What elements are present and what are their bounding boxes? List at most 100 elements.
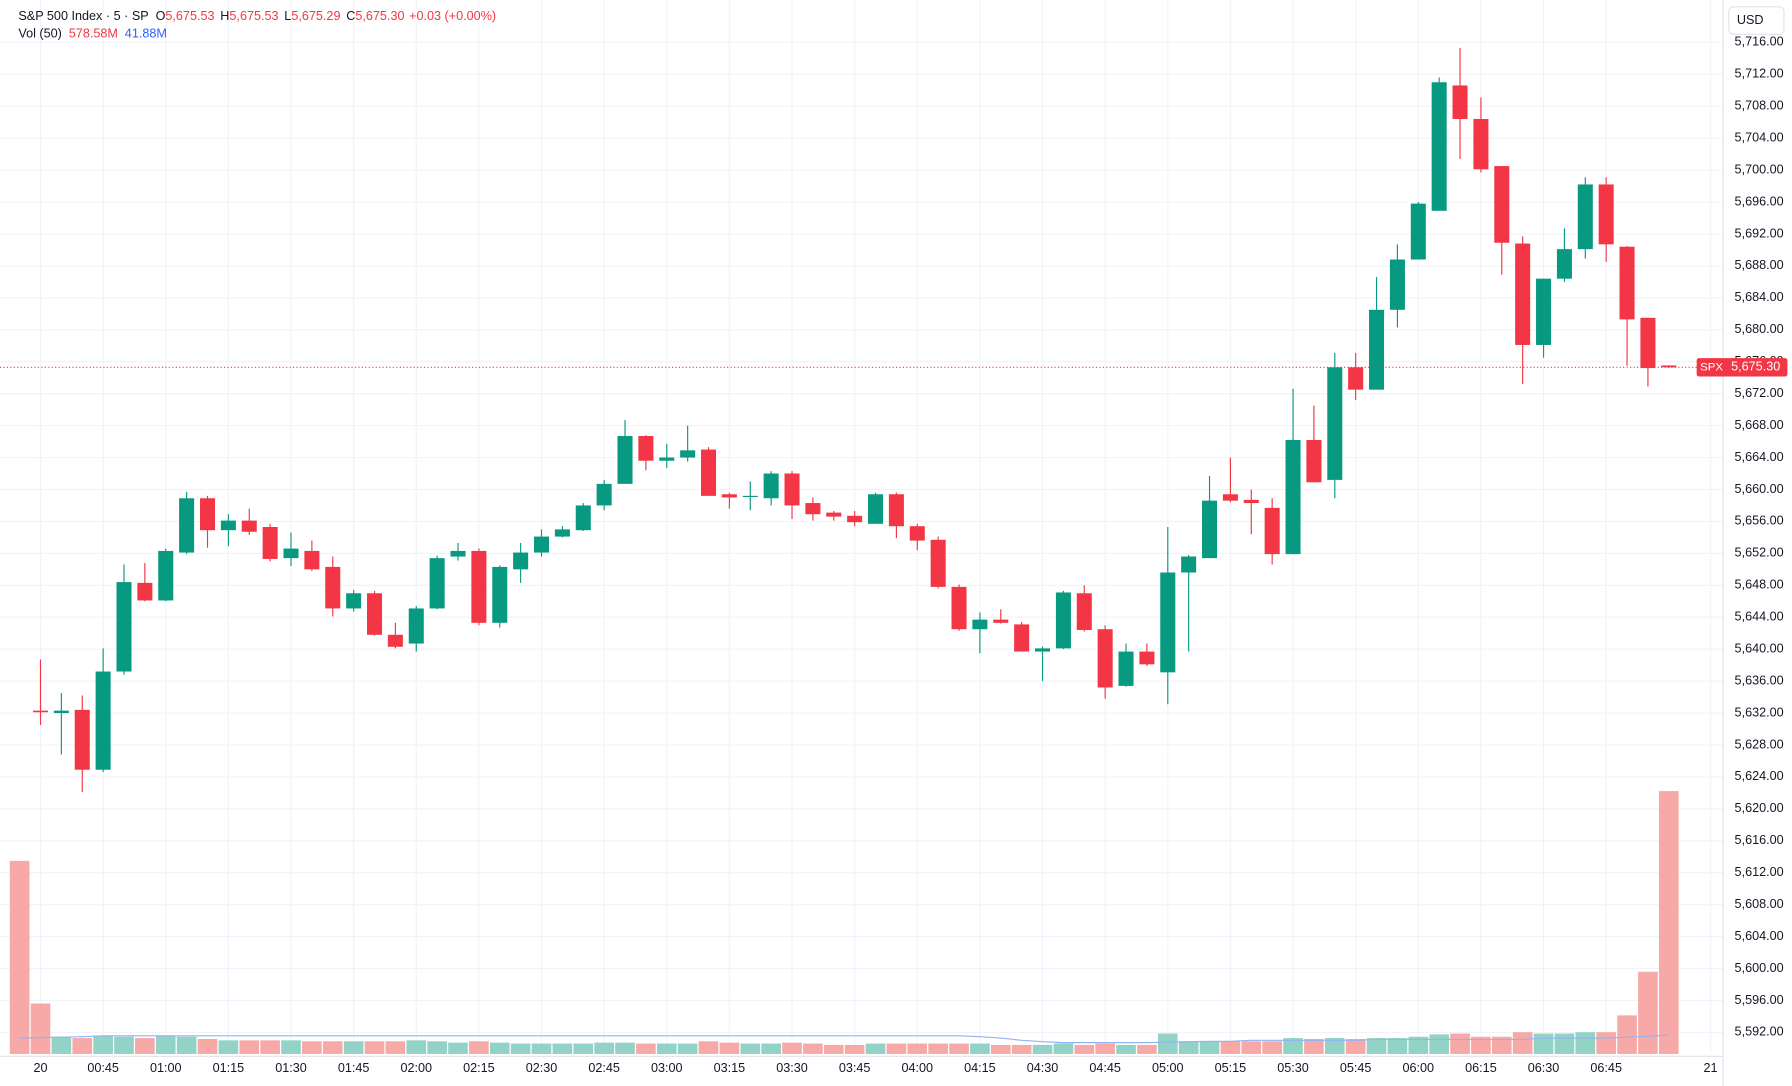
- candle-body: [680, 450, 696, 458]
- volume-bar: [1366, 1038, 1387, 1054]
- volume-bar: [803, 1043, 823, 1054]
- volume-bar: [1137, 1044, 1157, 1054]
- y-tick-label: 5,668.00: [1735, 418, 1784, 432]
- y-tick-label: 5,708.00: [1735, 99, 1784, 113]
- volume-bar: [1387, 1038, 1408, 1054]
- volume-bar: [886, 1043, 907, 1054]
- legend-row: Vol (50) 578.58M 41.88M: [18, 27, 167, 41]
- legend-value: 5,675.53: [229, 9, 278, 23]
- x-tick-label: 04:15: [964, 1061, 996, 1075]
- x-tick-label: 05:15: [1215, 1061, 1247, 1075]
- legend-value: 5,675.30: [355, 9, 404, 23]
- candle-body: [366, 593, 383, 635]
- volume-bar: [322, 1041, 343, 1054]
- volume-bar: [239, 1040, 260, 1054]
- candle-body: [888, 494, 904, 527]
- candle-body: [1035, 648, 1051, 652]
- y-tick-label: 5,664.00: [1735, 450, 1784, 464]
- volume-bar: [1596, 1032, 1616, 1054]
- candle-body: [554, 529, 570, 537]
- volume-bar: [1241, 1041, 1262, 1054]
- volume-bar: [72, 1038, 93, 1054]
- y-tick-label: 5,696.00: [1735, 194, 1784, 208]
- candle-body: [1055, 592, 1071, 649]
- candle-body: [53, 710, 69, 714]
- candle-body: [1431, 82, 1447, 211]
- candles: [32, 47, 1677, 793]
- candle-body: [1139, 651, 1155, 665]
- volume-bar: [364, 1041, 385, 1054]
- volume-bar: [1095, 1043, 1115, 1054]
- x-tick-label: 02:45: [588, 1061, 620, 1075]
- candle-body: [1515, 243, 1531, 345]
- candle-body: [137, 582, 153, 601]
- candle-body: [1327, 367, 1343, 480]
- volume-legend-ma: 41.88M: [125, 27, 167, 41]
- candle-body: [1243, 499, 1259, 504]
- volume-bar: [740, 1043, 761, 1054]
- candle-body: [325, 566, 341, 609]
- candle-body: [659, 457, 675, 461]
- x-tick-label: 01:15: [213, 1061, 245, 1075]
- volume-bar: [698, 1041, 719, 1054]
- volume-bar: [1617, 1015, 1637, 1054]
- volume-bar: [155, 1035, 176, 1054]
- volume-bar: [907, 1043, 928, 1054]
- volume-bar: [1324, 1038, 1345, 1054]
- candle-body: [492, 566, 508, 623]
- volume-bar: [30, 1003, 51, 1054]
- candle-body: [346, 593, 362, 609]
- candle-body: [1369, 309, 1385, 390]
- candle-body: [1097, 629, 1113, 688]
- legend: S&P 500 Index · 5 · SP O5,675.53 H5,675.53…: [18, 9, 496, 40]
- volume-bar: [135, 1038, 155, 1054]
- y-tick-label: 5,700.00: [1735, 162, 1784, 176]
- candle-body: [1473, 118, 1489, 170]
- candle-body: [1264, 507, 1280, 555]
- candle-body: [742, 495, 758, 497]
- candle-body: [241, 520, 257, 532]
- x-tick-label: 06:15: [1465, 1061, 1497, 1075]
- volume-bar: [1053, 1043, 1074, 1054]
- grid: [0, 0, 1724, 1054]
- y-tick-label: 5,672.00: [1735, 386, 1784, 400]
- candle-body: [1598, 184, 1614, 245]
- volume-bar: [510, 1043, 531, 1054]
- y-tick-label: 5,608.00: [1735, 897, 1784, 911]
- candle-body: [868, 494, 884, 524]
- volume-bar: [677, 1043, 698, 1054]
- y-tick-label: 5,680.00: [1735, 322, 1784, 336]
- candle-body: [1556, 249, 1572, 279]
- candle-body: [429, 558, 445, 609]
- x-tick-label: 04:45: [1089, 1061, 1121, 1075]
- volume-bar: [1116, 1044, 1136, 1054]
- y-tick-label: 5,628.00: [1735, 737, 1784, 751]
- x-tick-label: 06:45: [1590, 1061, 1622, 1075]
- y-tick-label: 5,616.00: [1735, 833, 1784, 847]
- x-tick-label: 06:30: [1528, 1061, 1560, 1075]
- volume-bar: [1262, 1041, 1282, 1054]
- candle-body: [1640, 317, 1656, 369]
- volume-bar: [176, 1036, 197, 1054]
- volume-bar: [1199, 1041, 1220, 1054]
- candle-body: [993, 619, 1009, 623]
- y-tick-label: 5,592.00: [1735, 1025, 1784, 1039]
- volume-bar: [114, 1036, 134, 1054]
- y-tick-label: 5,660.00: [1735, 482, 1784, 496]
- candle-body: [116, 582, 132, 672]
- candle-body: [1202, 500, 1218, 559]
- legend-value: 5,675.29: [291, 9, 340, 23]
- y-tick-label: 5,716.00: [1735, 35, 1784, 49]
- candle-body: [763, 473, 779, 499]
- volume-ma-line: [19, 1034, 1669, 1044]
- y-tick-label: 5,652.00: [1735, 546, 1784, 560]
- candle-body: [1452, 85, 1468, 119]
- x-tick-label: 03:30: [776, 1061, 808, 1075]
- y-tick-label: 5,620.00: [1735, 801, 1784, 815]
- volume-bar: [1512, 1032, 1533, 1054]
- volume-bar: [823, 1044, 844, 1054]
- volume-bar: [197, 1038, 218, 1054]
- y-tick-label: 5,596.00: [1735, 993, 1784, 1007]
- y-tick-label: 5,640.00: [1735, 642, 1784, 656]
- candle-body: [304, 550, 320, 570]
